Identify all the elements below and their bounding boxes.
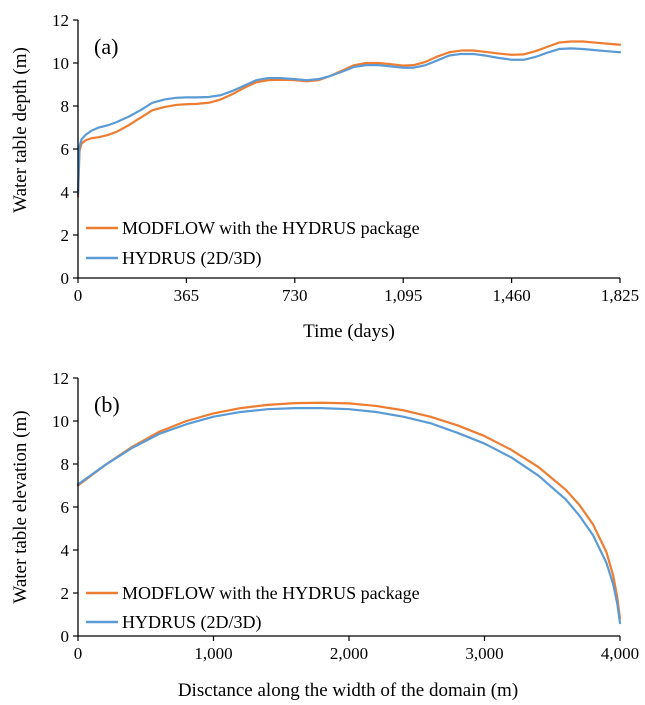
chart-a-panel-label: (a) [94,34,118,59]
chart-a-xlabel: Time (days) [303,321,395,342]
chart-b-y-tick-label: 2 [61,584,70,603]
chart-a-marks: 0 2 4 6 8 10 12 0 365 730 1,095 1,460 1,825 [52,11,639,305]
chart-a-x-tick-label: 365 [174,286,200,305]
chart-b-legend-label-modflow: MODFLOW with the HYDRUS package [122,583,420,603]
chart-b-x-tick-label: 1,000 [194,644,232,663]
chart-b-xlabel: Disctance along the width of the domain … [178,680,518,701]
chart-b-y-tick-label: 8 [61,455,70,474]
chart-a-x-tick-label: 1,825 [601,286,639,305]
chart-b-x-tick-label: 4,000 [601,644,639,663]
chart-a-y-tick-label: 8 [61,97,70,116]
chart-a-ylabel: Water table depth (m) [10,47,31,213]
chart-a-legend-label-hydrus: HYDRUS (2D/3D) [122,248,262,269]
chart-a-x-tick-label: 730 [282,286,308,305]
chart-a: 0 2 4 6 8 10 12 0 365 730 1,095 1,460 1,825 (a) Time… [10,11,639,342]
chart-a-legend: MODFLOW with the HYDRUS package HYDRUS (… [86,218,420,269]
chart-a-y-tick-label: 4 [61,183,70,202]
chart-a-y-tick-label: 12 [52,11,69,30]
chart-a-x-tick-label: 1,095 [384,286,422,305]
chart-b-marks: 0 2 4 6 8 10 12 0 1,000 2,000 3,000 4,000 [52,369,639,663]
chart-b-series-hydrus [76,407,622,625]
chart-a-x-tick-label: 1,460 [492,286,530,305]
chart-b-series-modflow [76,401,622,620]
chart-b-y-tick-label: 12 [52,369,69,388]
chart-a-series-hydrus [76,47,622,196]
chart-a-y-tick-label: 10 [52,54,69,73]
chart-b-x-tick-label: 0 [74,644,83,663]
chart-b: 0 2 4 6 8 10 12 0 1,000 2,000 3,000 4,000 (b) Disct… [10,369,639,701]
chart-b-panel-label: (b) [94,392,120,417]
chart-b-legend-label-hydrus: HYDRUS (2D/3D) [122,612,262,633]
chart-b-y-tick-label: 4 [61,541,70,560]
chart-b-y-tick-label: 6 [61,498,70,517]
chart-b-x-tick-label: 2,000 [330,644,368,663]
chart-a-legend-label-modflow: MODFLOW with the HYDRUS package [122,218,420,238]
chart-a-y-tick-label: 0 [61,269,70,288]
chart-b-legend: MODFLOW with the HYDRUS package HYDRUS (… [86,583,420,633]
chart-a-y-tick-label: 2 [61,226,70,245]
chart-b-x-tick-label: 3,000 [465,644,503,663]
chart-b-y-tick-label: 10 [52,412,69,431]
chart-b-ylabel: Water table elevation (m) [10,410,31,603]
chart-b-y-tick-label: 0 [61,627,70,646]
chart-a-series-modflow [76,40,622,198]
chart-a-x-tick-label: 0 [74,286,83,305]
chart-a-y-tick-label: 6 [61,140,70,159]
